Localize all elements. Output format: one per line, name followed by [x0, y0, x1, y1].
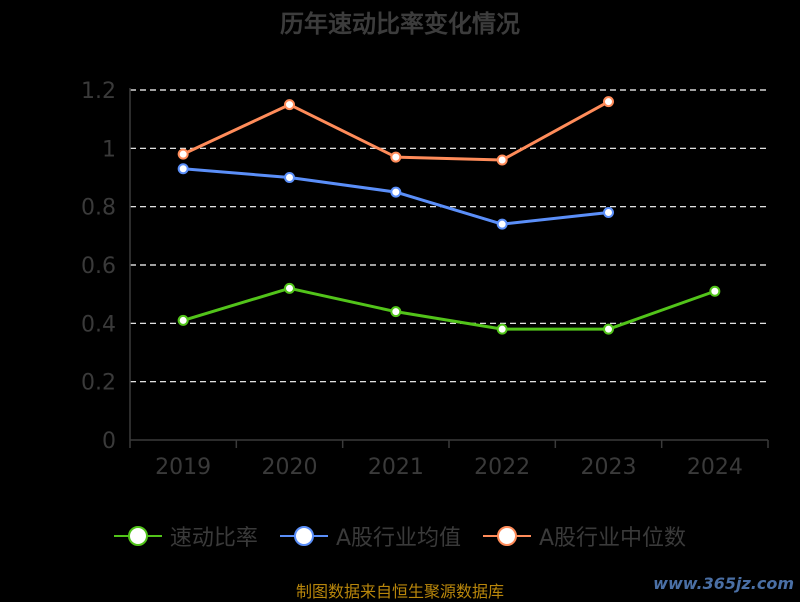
source-text: 制图数据来自恒生聚源数据库	[295, 582, 504, 601]
chart-title: 历年速动比率变化情况	[280, 10, 520, 38]
x-tick-label: 2024	[687, 455, 743, 480]
y-tick-label: 0.2	[81, 371, 116, 396]
data-point	[284, 99, 295, 111]
legend-swatch-green-icon	[113, 526, 162, 546]
legend: 速动比率 A股行业均值 A股行业中位数	[0, 520, 800, 552]
data-point	[603, 96, 614, 108]
data-point	[496, 323, 508, 335]
legend-item-industry-median[interactable]: A股行业中位数	[483, 520, 686, 552]
data-point	[390, 186, 402, 198]
y-tick-label: 0.6	[81, 254, 116, 279]
series-line-0	[182, 286, 716, 331]
data-point	[496, 218, 508, 230]
data-point	[177, 163, 189, 175]
data-point	[284, 282, 295, 294]
watermark: www.365jz.com	[653, 574, 794, 593]
data-point	[603, 323, 614, 335]
x-tick-label: 2023	[581, 455, 637, 480]
series-line-2	[182, 100, 610, 162]
data-point	[709, 285, 721, 297]
data-point	[177, 314, 189, 326]
legend-label-quick-ratio: 速动比率	[169, 526, 258, 551]
x-tick-label: 2021	[368, 455, 424, 480]
legend-swatch-orange-icon	[483, 526, 531, 546]
y-tick-label: 1	[102, 137, 116, 162]
y-tick-label: 0.4	[81, 312, 116, 337]
data-point	[390, 151, 402, 163]
data-point	[496, 154, 508, 166]
x-tick-label: 2019	[155, 455, 211, 480]
legend-item-quick-ratio[interactable]: 速动比率	[113, 520, 258, 552]
data-point	[177, 148, 189, 160]
y-tick-label: 0	[102, 429, 116, 454]
data-point	[603, 207, 614, 218]
y-tick-label: 0.8	[81, 196, 116, 221]
data-point	[284, 172, 295, 183]
legend-label-industry-median: A股行业中位数	[539, 526, 687, 551]
x-tick-label: 2022	[474, 455, 530, 480]
data-point	[390, 306, 402, 318]
legend-item-industry-mean[interactable]: A股行业均值	[279, 520, 461, 552]
y-tick-label: 1.2	[81, 79, 116, 104]
x-tick-label: 2020	[262, 455, 318, 480]
legend-label-industry-mean: A股行业均值	[335, 526, 461, 551]
legend-swatch-blue-icon	[279, 526, 328, 546]
